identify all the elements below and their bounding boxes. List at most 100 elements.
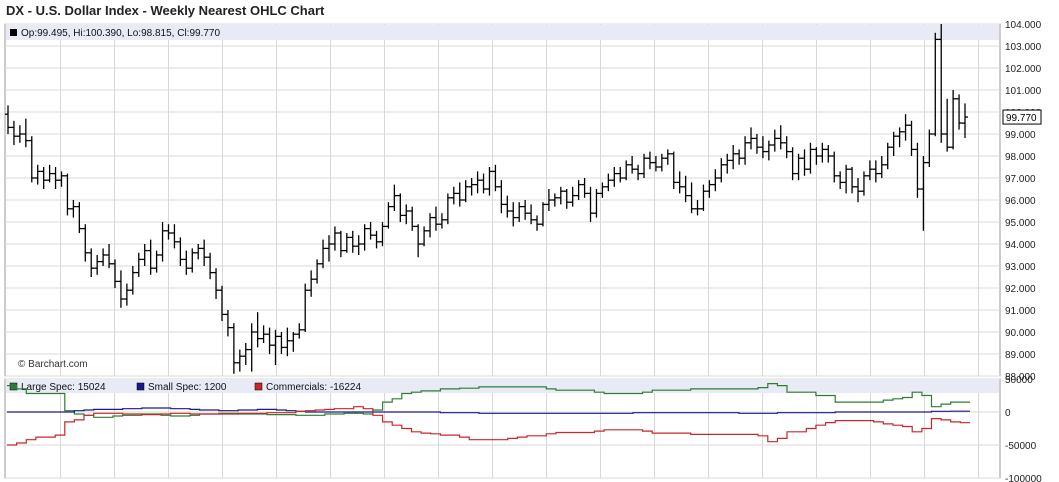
ohlc-bar [641,153,648,178]
ohlc-bar [236,349,243,372]
ohlc-panel: 104.000103.000102.000101.000100.00099.00… [4,20,1042,383]
ohlc-bar [123,283,130,306]
price-y-tick-label: 101.000 [1005,86,1042,97]
ohlc-bar [516,202,523,222]
ohlc-bar [367,222,374,240]
ohlc-bar [314,259,321,284]
ohlc-bar [468,178,475,196]
price-y-tick-label: 103.000 [1005,42,1042,53]
ohlc-bar [664,149,671,165]
ohlc-bar [724,153,731,174]
ohlc-bar [153,250,160,273]
ohlc-bar [106,244,113,269]
ohlc-bar [569,186,576,207]
ohlc-bar [688,182,695,214]
ohlc-bar [528,204,535,225]
ohlc-bar [159,222,166,262]
ohlc-bar [450,186,457,205]
ohlc-bar [427,213,434,238]
ohlc-bar [510,202,517,227]
ohlc-bar [444,193,451,225]
ohlc-bar [777,125,784,150]
ohlc-bar [355,235,362,255]
ohlc-bar [682,175,689,203]
ohlc-bar [391,184,398,211]
ohlc-bar [266,327,273,354]
ohlc-bar [956,94,963,130]
price-y-tick-label: 94.000 [1005,240,1036,251]
ohlc-bar [254,312,261,348]
ohlc-bar [759,136,766,159]
ohlc-bar [480,173,487,194]
cot-y-tick-label: -50000 [1005,441,1037,452]
ohlc-bar [456,182,463,207]
ohlc-bar [177,237,184,266]
ohlc-bar [539,202,546,227]
ohlc-bar [629,156,636,174]
ohlc-bar [308,270,315,297]
ohlc-bar [837,171,844,189]
ohlc-bar [557,186,564,205]
ohlc-bar [28,136,35,183]
ohlc-bar [789,147,796,181]
price-y-tick-label: 98.000 [1005,152,1036,163]
price-y-tick-label: 102.000 [1005,64,1042,75]
cot-legend-label: Small Spec: 1200 [148,382,227,393]
cot-legend-label: Large Spec: 15024 [21,382,106,393]
ohlc-bar [700,184,707,211]
ohlc-bar [141,244,148,266]
cot-legend-swatch [9,382,18,391]
ohlc-bar [706,180,713,198]
ohlc-bar [920,156,927,231]
ohlc-bar [201,239,208,266]
ohlc-bar [224,310,231,337]
ohlc-bar [545,189,552,211]
ohlc-bar [135,252,142,277]
ohlc-bar [783,136,790,159]
ohlc-bar [165,224,172,240]
ohlc-bar [581,178,588,198]
ohlc-bar [302,283,309,332]
ohlc-bar [563,189,570,209]
ohlc-bar [415,224,422,258]
commercials-line [7,406,970,446]
ohlc-bar [379,222,386,247]
ohlc-bar [932,32,939,137]
ohlc-bar [70,200,77,218]
ohlc-bar [611,167,618,187]
ohlc-bar [646,151,653,170]
copyright-label: © Barchart.com [18,359,88,370]
ohlc-bar [504,195,511,218]
ohlc-bar [926,129,933,167]
chart-title: DX - U.S. Dollar Index - Weekly Nearest … [6,3,325,18]
ohlc-bar [813,147,820,165]
ohlc-bar [855,178,862,203]
ohlc-bar [195,244,202,260]
ohlc-bar [658,153,665,172]
ohlc-bar [284,327,291,357]
ohlc-bar [22,118,29,148]
ohlc-bar [551,193,558,207]
ohlc-bar [183,250,190,275]
ohlc-bar [492,164,499,192]
ohlc-bar [652,156,659,172]
ohlc-bar [94,255,101,275]
ohlc-bar [801,149,808,176]
price-y-tick-label: 90.000 [1005,328,1036,339]
ohlc-bar [944,98,951,152]
ohlc-bar [712,169,719,192]
price-y-tick-label: 99.000 [1005,130,1036,141]
ohlc-bar [771,129,778,152]
ohlc-bar [748,127,755,150]
ohlc-bar [623,160,630,181]
ohlc-bar [10,120,17,145]
cot-legend-swatch [136,382,145,391]
small-spec-line [7,407,970,414]
ohlc-bar [462,180,469,203]
ohlc-bar [825,145,832,163]
ohlc-bar [765,140,772,161]
ohlc-bar [736,149,743,165]
ohlc-bar [908,120,915,156]
price-y-tick-label: 89.000 [1005,350,1036,361]
ohlc-bar [16,125,23,143]
